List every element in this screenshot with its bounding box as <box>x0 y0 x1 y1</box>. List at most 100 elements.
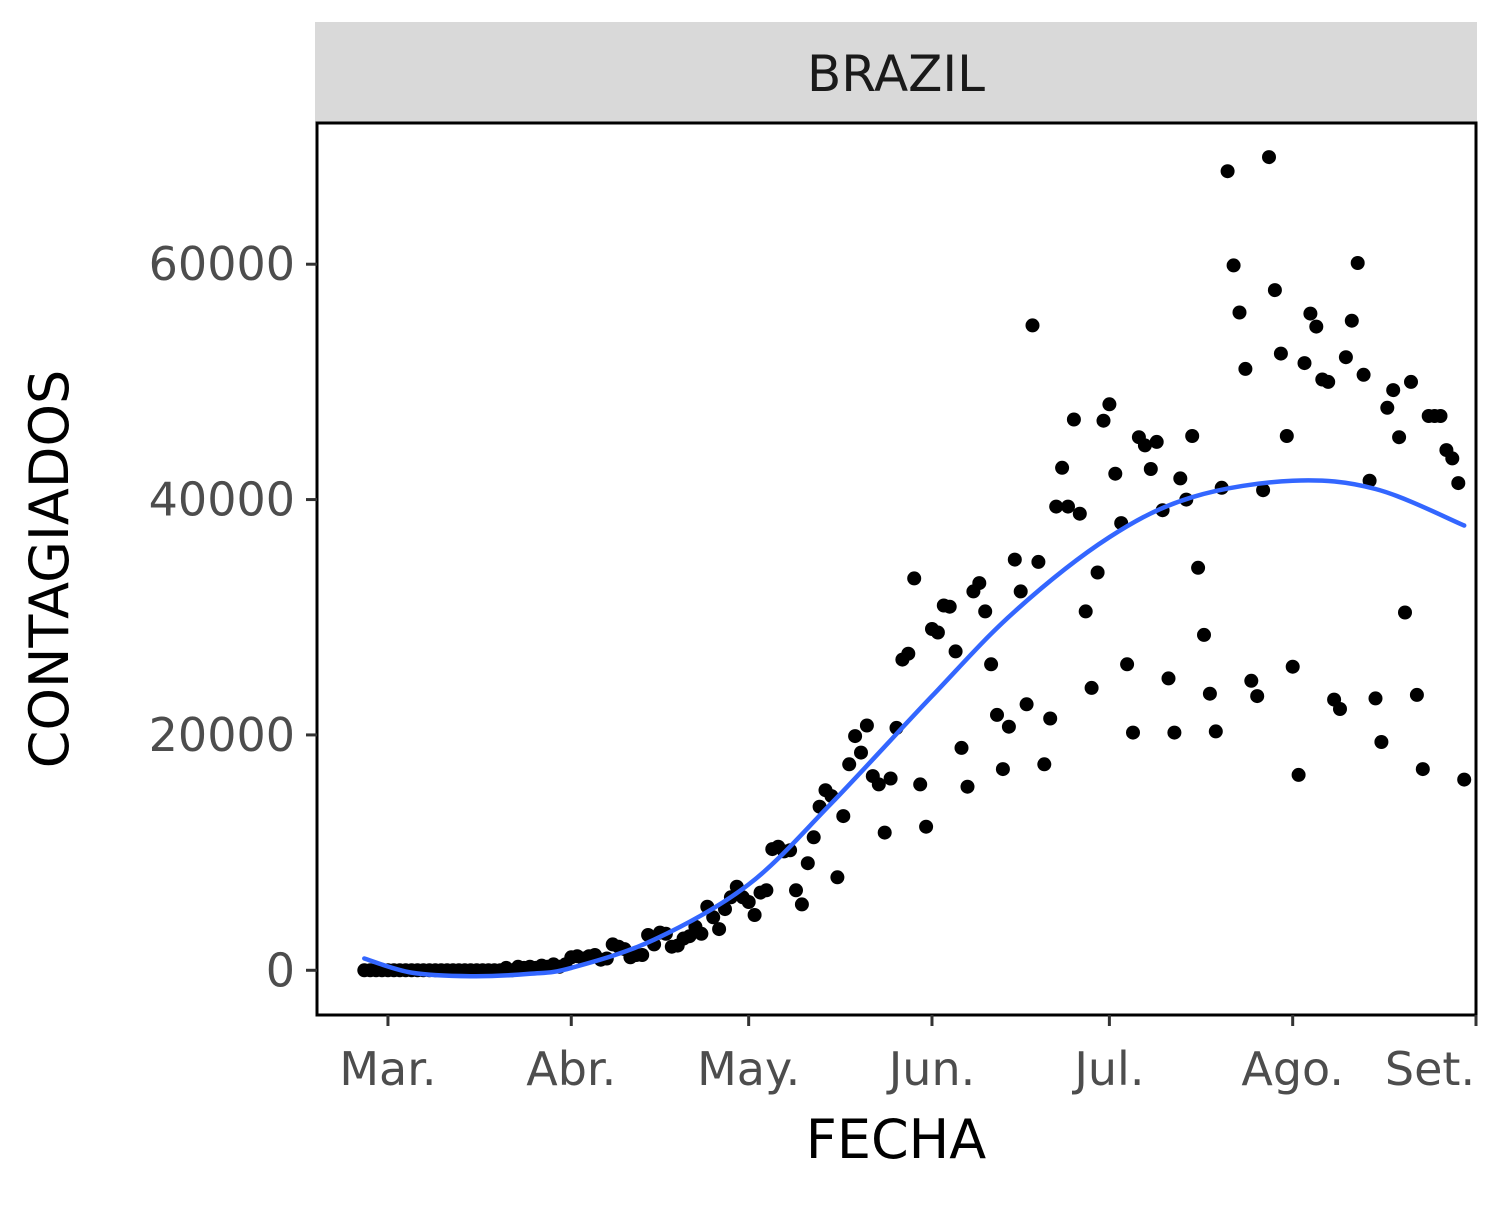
data-point <box>747 908 762 922</box>
data-point <box>848 729 863 744</box>
data-point <box>1049 499 1064 514</box>
data-point <box>1197 627 1211 642</box>
y-tick-label: 40000 <box>149 473 295 527</box>
y-tick-label: 0 <box>266 943 295 997</box>
x-axis-title: FECHA <box>806 1108 986 1171</box>
x-axis: Mar. Abr. May. Jun. Jul. Ago. Set. <box>339 1015 1478 1096</box>
data-point <box>1191 560 1206 575</box>
data-point <box>1404 374 1418 389</box>
data-point <box>1126 725 1140 740</box>
x-tick-label: Jul. <box>1071 1042 1144 1096</box>
x-tick-label: Ago. <box>1241 1042 1344 1096</box>
x-tick-label: Set. <box>1385 1042 1475 1096</box>
data-point <box>789 883 803 898</box>
data-point <box>1279 429 1294 443</box>
data-point <box>1031 554 1046 569</box>
data-point <box>1374 735 1389 749</box>
data-point <box>635 948 650 962</box>
data-point <box>1386 383 1401 398</box>
data-point <box>830 870 845 885</box>
data-point <box>1433 409 1448 423</box>
data-point <box>759 883 774 898</box>
data-point <box>1025 318 1040 333</box>
data-point <box>1250 689 1265 704</box>
smooth-trend-line <box>362 478 1467 979</box>
data-point <box>1273 346 1288 361</box>
data-point <box>1267 283 1282 298</box>
data-point <box>1356 367 1371 382</box>
data-point <box>1291 767 1306 782</box>
data-point <box>1007 552 1022 567</box>
data-point <box>836 809 851 824</box>
data-point <box>712 922 727 937</box>
data-point <box>1202 686 1217 701</box>
facet-strip <box>315 22 1477 122</box>
data-point <box>1173 471 1188 486</box>
y-tick-label: 20000 <box>149 708 295 762</box>
data-point <box>1167 725 1182 740</box>
data-point <box>1244 673 1259 688</box>
data-point <box>960 779 975 794</box>
data-point <box>972 576 987 591</box>
data-point <box>1102 397 1117 412</box>
points-layer <box>357 150 1472 978</box>
data-point <box>913 777 928 792</box>
data-point <box>907 571 922 586</box>
panel-border <box>315 121 1478 1017</box>
data-point <box>1001 719 1016 734</box>
data-point <box>984 657 999 672</box>
facet-label: BRAZIL <box>807 45 985 103</box>
data-point <box>1037 757 1052 772</box>
data-point <box>1303 306 1318 321</box>
data-point <box>877 825 892 840</box>
data-point <box>990 707 1004 722</box>
data-point <box>1208 724 1223 739</box>
data-point <box>954 740 969 755</box>
data-point <box>1380 400 1395 415</box>
data-point <box>1137 438 1152 453</box>
data-point <box>806 830 821 845</box>
data-point <box>1090 565 1105 580</box>
data-point <box>1338 350 1353 365</box>
data-point <box>854 745 868 760</box>
data-point <box>948 644 963 659</box>
data-point <box>1161 671 1176 686</box>
data-point <box>930 625 945 640</box>
data-point <box>1096 413 1111 428</box>
data-point <box>901 646 916 661</box>
data-point <box>1398 605 1412 620</box>
data-point <box>942 599 957 614</box>
data-point <box>1362 473 1377 488</box>
data-point <box>1238 361 1253 376</box>
data-point <box>800 856 815 871</box>
data-point <box>1392 430 1407 445</box>
data-point <box>1043 711 1058 726</box>
data-point <box>1285 659 1300 674</box>
data-point <box>1055 460 1070 475</box>
data-point <box>1232 305 1247 320</box>
data-point <box>1226 258 1241 273</box>
data-point <box>1344 313 1359 328</box>
x-tick-label: Jun. <box>886 1042 976 1096</box>
y-axis-title: CONTAGIADOS <box>18 370 81 768</box>
data-point <box>1409 687 1424 702</box>
y-axis: 0 20000 40000 60000 <box>149 237 317 997</box>
data-point <box>1368 691 1383 706</box>
data-point <box>1262 150 1276 165</box>
data-point <box>1415 762 1430 777</box>
data-point <box>883 771 898 786</box>
data-point <box>1256 483 1271 498</box>
data-point <box>1013 584 1028 599</box>
data-point <box>978 604 993 619</box>
data-point <box>1333 702 1347 716</box>
data-point <box>859 718 874 733</box>
x-tick-label: May. <box>697 1042 800 1096</box>
data-point <box>919 819 934 834</box>
data-point <box>1078 604 1093 619</box>
data-point <box>1149 434 1164 449</box>
data-point <box>1457 772 1472 787</box>
data-point <box>1445 451 1460 466</box>
data-point <box>1143 462 1158 476</box>
